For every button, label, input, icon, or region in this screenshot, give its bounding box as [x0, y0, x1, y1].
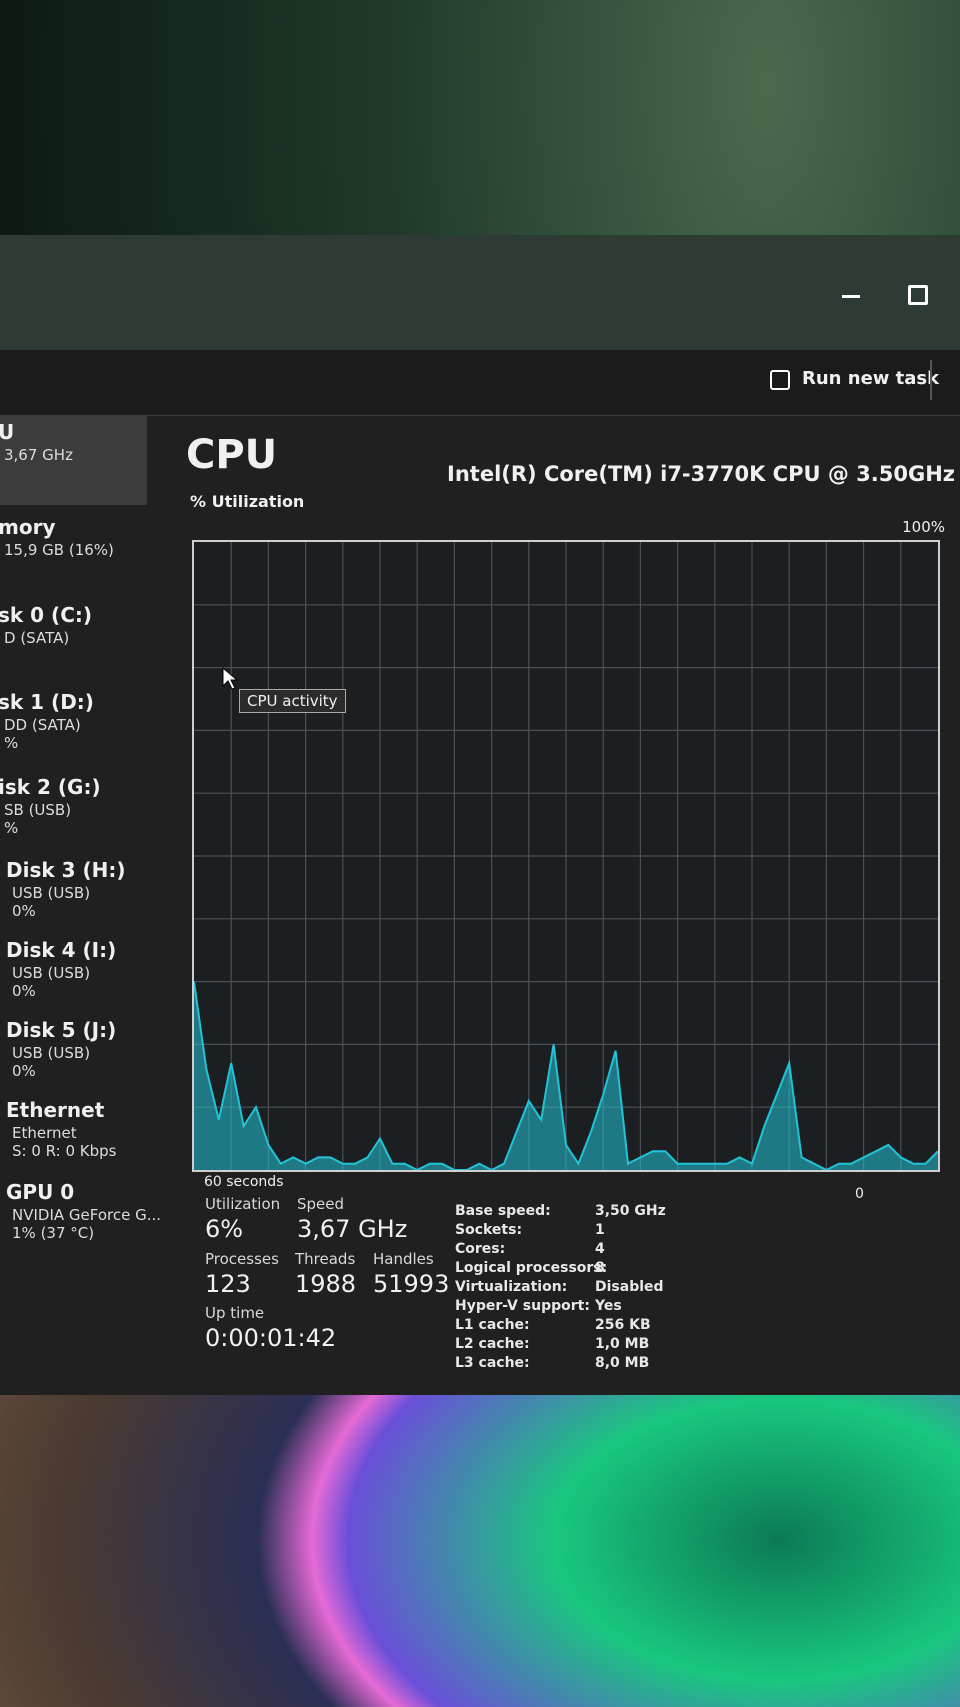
detail-value: 1,0 MB	[595, 1336, 650, 1352]
sidebar-item-name: Ethernet	[6, 1098, 105, 1122]
sidebar-item-name: Disk 4 (I:)	[6, 938, 117, 962]
sidebar-item-name: GPU 0	[6, 1180, 75, 1204]
run-new-task-button[interactable]: Run new task	[802, 368, 940, 389]
y-axis-label: % Utilization	[190, 492, 305, 511]
stat-label: Handles	[373, 1250, 434, 1268]
detail-value: Yes	[595, 1298, 622, 1314]
sidebar-item-detail: SB (USB)	[4, 801, 72, 819]
detail-label: Logical processors:	[455, 1260, 608, 1276]
time-label: 60 seconds	[204, 1174, 284, 1190]
sidebar-item-name: sk 0 (C:)	[0, 603, 93, 627]
sidebar-item-detail: D (SATA)	[4, 629, 70, 647]
utilization-area	[194, 981, 938, 1170]
stat-value: 51993	[373, 1270, 450, 1298]
stat-value: 123	[205, 1270, 251, 1298]
graph-svg	[193, 542, 939, 1172]
stat-value: 6%	[205, 1215, 244, 1243]
stat-label: Speed	[297, 1195, 345, 1213]
detail-label: Sockets:	[455, 1222, 523, 1238]
stat-label: Threads	[295, 1250, 356, 1268]
sidebar-item-name: sk 1 (D:)	[0, 690, 94, 714]
detail-value: 8,0 MB	[595, 1355, 650, 1371]
stat-label: Up time	[205, 1304, 265, 1322]
separator	[930, 360, 932, 400]
sidebar-item-detail: %	[4, 819, 19, 837]
stat-value: 0:00:01:42	[205, 1324, 337, 1352]
stat-label: Utilization	[205, 1195, 281, 1213]
mouse-cursor	[222, 667, 238, 690]
minimize-button[interactable]	[842, 295, 860, 298]
page-title: CPU	[186, 432, 278, 478]
sidebar-item-detail: 0%	[12, 982, 36, 1000]
detail-label: Base speed:	[455, 1203, 551, 1219]
sidebar-item-detail: 0%	[12, 902, 36, 920]
stat-value: 3,67 GHz	[297, 1215, 408, 1243]
utilization-line	[193, 981, 939, 1172]
stat-label: Processes	[205, 1250, 279, 1268]
sidebar-item-detail: Ethernet	[12, 1124, 77, 1142]
max-label: 100%	[902, 518, 945, 536]
detail-label: Hyper-V support:	[455, 1298, 590, 1314]
detail-label: L3 cache:	[455, 1355, 530, 1371]
time-end-label: 0	[855, 1186, 864, 1202]
selected-item-bg	[0, 415, 147, 505]
detail-value: 1	[595, 1222, 605, 1238]
detail-label: Cores:	[455, 1241, 506, 1257]
sidebar-item-name: mory	[0, 515, 56, 539]
sidebar-item-detail: USB (USB)	[12, 1044, 91, 1062]
sidebar-item-name: Disk 5 (J:)	[6, 1018, 117, 1042]
tooltip: CPU activity	[239, 689, 346, 713]
title-bar	[0, 235, 960, 350]
sidebar-item-detail: 1% (37 °C)	[12, 1224, 95, 1242]
toolbar: Run new task	[0, 350, 960, 416]
sidebar-item-detail: 3,67 GHz	[4, 446, 73, 464]
sidebar-item-name: isk 2 (G:)	[0, 775, 101, 799]
detail-value: 3,50 GHz	[595, 1203, 666, 1219]
sidebar-item-detail: USB (USB)	[12, 884, 91, 902]
detail-value: 256 KB	[595, 1317, 651, 1333]
detail-value: 8	[595, 1260, 605, 1276]
detail-value: Disabled	[595, 1279, 664, 1295]
sidebar-item-detail: S: 0 R: 0 Kbps	[12, 1142, 117, 1160]
sidebar-item-detail: NVIDIA GeForce G...	[12, 1206, 162, 1224]
sidebar-item-name: U	[0, 420, 15, 444]
sidebar-item-detail: USB (USB)	[12, 964, 91, 982]
processor-name: Intel(R) Core(TM) i7-3770K CPU @ 3.50GHz	[447, 462, 955, 486]
detail-label: Virtualization:	[455, 1279, 568, 1295]
sidebar-item-detail: DD (SATA)	[4, 716, 81, 734]
detail-label: L2 cache:	[455, 1336, 530, 1352]
sidebar-item-detail: 15,9 GB (16%)	[4, 541, 114, 559]
cpu-graph: CPU activity	[192, 540, 940, 1172]
sidebar-item-detail: %	[4, 734, 19, 752]
sidebar-item-detail: 0%	[12, 1062, 36, 1080]
maximize-button[interactable]	[908, 285, 928, 305]
run-task-icon[interactable]	[770, 370, 790, 390]
sidebar-item-name: Disk 3 (H:)	[6, 858, 126, 882]
stat-value: 1988	[295, 1270, 357, 1298]
detail-label: L1 cache:	[455, 1317, 530, 1333]
desktop-wallpaper	[0, 1370, 960, 1707]
detail-value: 4	[595, 1241, 605, 1257]
